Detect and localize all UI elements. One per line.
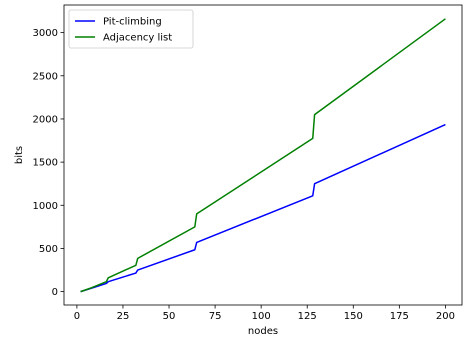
legend-label-adjacency-list: Adjacency list [103,33,172,44]
plot-lines [80,18,446,293]
legend-box [68,9,194,49]
series-line-adjacency-list [80,18,446,293]
y-tick-label: 2500 [33,71,58,82]
x-tick-label: 125 [298,311,317,322]
plot-frame [63,4,463,306]
series-line-pit-climbing [80,123,446,293]
y-axis-ticks: 0 500 1000 1500 2000 2500 3000 [33,28,64,298]
x-tick-label: 75 [209,311,222,322]
x-tick-label: 25 [117,311,130,322]
legend: Pit-climbing Adjacency list [68,9,194,49]
x-axis-label: nodes [248,326,278,337]
x-axis-ticks: 0 25 50 75 100 125 150 175 200 [74,305,455,322]
x-tick-label: 175 [390,311,409,322]
x-tick-label: 50 [163,311,176,322]
x-tick-label: 150 [344,311,363,322]
x-tick-label: 200 [436,311,455,322]
y-tick-label: 3000 [33,28,58,39]
legend-label-pit-climbing: Pit-climbing [103,17,162,28]
y-tick-label: 500 [39,244,58,255]
x-tick-label: 0 [74,311,80,322]
y-tick-label: 1500 [33,158,58,169]
y-tick-label: 0 [52,287,58,298]
y-tick-label: 1000 [33,201,58,212]
y-axis-label: bits [14,146,25,164]
x-tick-label: 100 [252,311,271,322]
y-tick-label: 2000 [33,114,58,125]
